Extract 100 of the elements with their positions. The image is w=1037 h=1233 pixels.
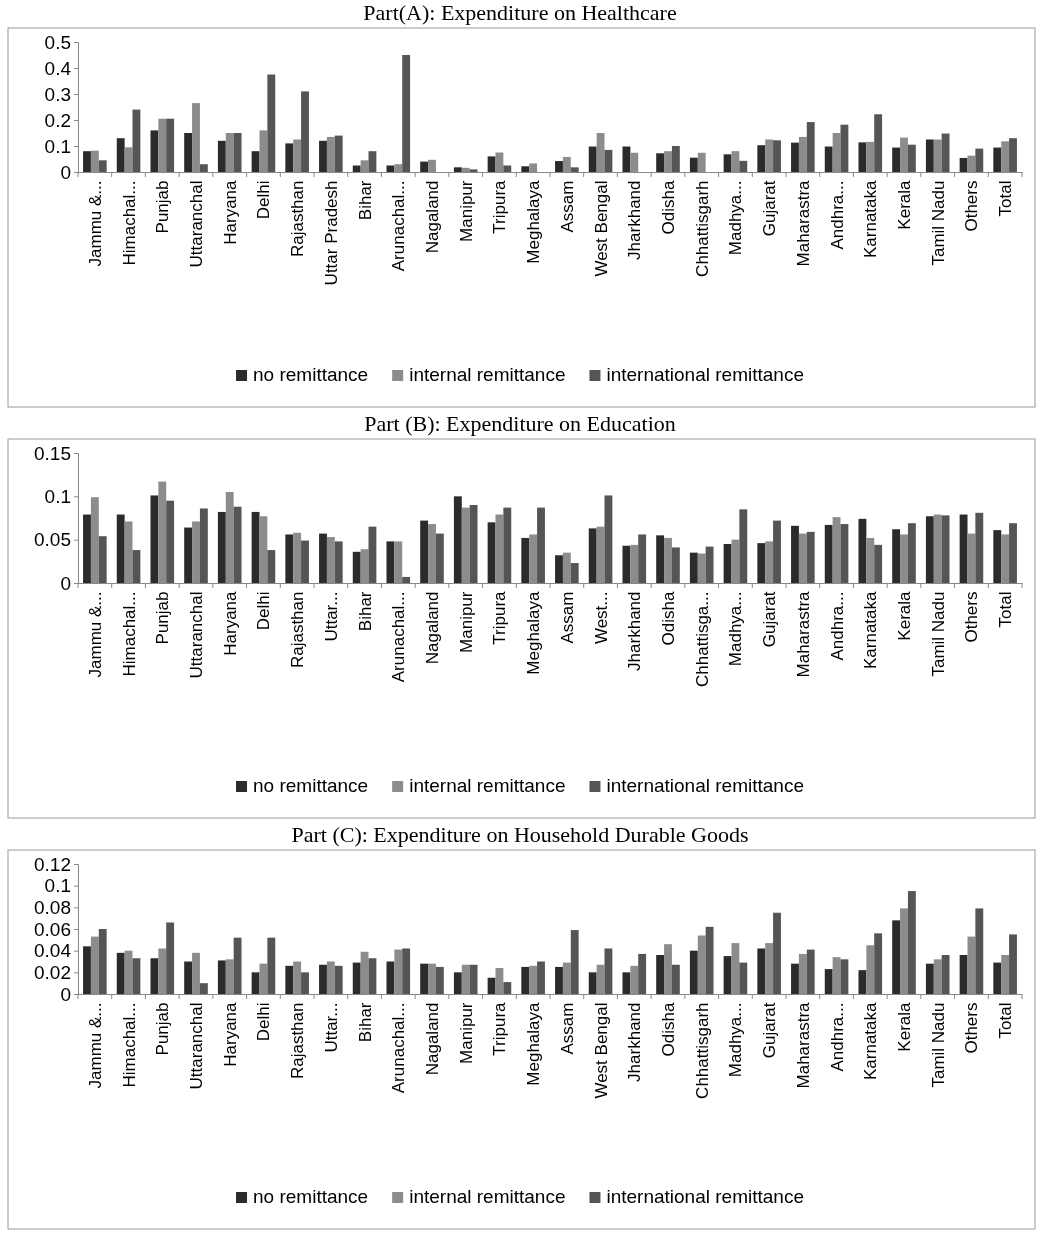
bar	[199, 508, 208, 583]
bar	[386, 541, 395, 583]
x-tick-label: Manipur	[456, 1002, 476, 1064]
bar	[824, 969, 833, 994]
bar	[334, 541, 343, 583]
x-tick-label: Jammu &...	[85, 591, 105, 678]
bar	[723, 154, 732, 172]
bar	[166, 118, 175, 172]
legend-label: no remittance	[253, 1186, 369, 1207]
bar	[622, 545, 631, 583]
bar	[537, 507, 545, 583]
x-tick-label: Rajasthan	[288, 1002, 308, 1080]
x-tick-label: Tamil Nadu	[928, 180, 948, 266]
legend-label: internal remittance	[409, 775, 566, 796]
x-tick-label: Assam	[557, 180, 577, 233]
x-tick-label: Arunachal...	[389, 1002, 409, 1094]
x-tick-label: Kerala	[894, 179, 914, 230]
bar	[705, 926, 714, 994]
bar	[402, 55, 411, 172]
x-tick-label: Chhattisgarh	[692, 180, 712, 277]
bar	[116, 952, 125, 994]
bar	[638, 534, 647, 583]
bar	[98, 929, 107, 994]
bar	[217, 140, 226, 172]
bar	[334, 965, 343, 994]
legend-label: international remittance	[606, 364, 804, 385]
bar	[386, 961, 395, 994]
x-tick-label: Haryana	[220, 590, 240, 656]
bar	[98, 160, 107, 172]
bar	[267, 74, 276, 172]
bar	[656, 535, 665, 583]
x-tick-label: Rajasthan	[288, 591, 308, 669]
bar	[487, 522, 496, 583]
y-tick-label: 0.12	[34, 853, 71, 875]
bar	[773, 140, 781, 172]
bar	[251, 151, 260, 172]
y-tick-label: 0.02	[34, 961, 71, 983]
bar	[132, 958, 141, 994]
bar	[251, 972, 260, 994]
bar	[588, 972, 597, 994]
y-tick-label: 0.08	[34, 896, 71, 918]
bar	[453, 972, 462, 994]
x-tick-label: Nagaland	[422, 1002, 442, 1076]
bar	[892, 529, 901, 583]
x-tick-label: Uttaranchal	[186, 1002, 206, 1090]
legend-label: international remittance	[606, 775, 804, 796]
x-tick-label: Tamil Nadu	[928, 1002, 948, 1088]
bar	[301, 972, 309, 994]
x-tick-label: Uttaranchal	[186, 180, 206, 268]
legend-label: international remittance	[606, 1186, 804, 1207]
bar	[453, 167, 462, 172]
bar	[285, 534, 294, 583]
x-tick-label: Others	[962, 1002, 982, 1054]
bar	[503, 982, 512, 994]
bar	[773, 520, 781, 583]
bar	[739, 509, 748, 583]
bar	[806, 949, 815, 994]
x-tick-label: West Bengal	[591, 1002, 611, 1099]
bar	[420, 520, 429, 583]
x-tick-label: Madhya...	[726, 1002, 746, 1078]
bar	[521, 166, 530, 172]
bar	[199, 164, 208, 172]
bar	[83, 514, 91, 583]
bar	[435, 966, 444, 994]
bar	[166, 500, 175, 583]
bar	[402, 576, 411, 583]
bar	[622, 972, 631, 994]
bar	[689, 950, 698, 994]
x-tick-label: West...	[591, 591, 611, 645]
x-tick-label: Uttaranchal	[186, 591, 206, 679]
x-tick-label: Manipur	[456, 180, 476, 242]
bar	[98, 536, 107, 583]
bar	[858, 970, 867, 994]
bar	[217, 511, 226, 583]
bar	[217, 960, 226, 994]
bar	[386, 165, 395, 172]
x-tick-label: Haryana	[220, 1001, 240, 1067]
x-tick-label: Haryana	[220, 179, 240, 245]
bar	[975, 512, 984, 583]
bar	[840, 959, 849, 994]
bar	[588, 146, 597, 172]
x-tick-label: Kerala	[894, 1001, 914, 1052]
bar	[993, 147, 1002, 172]
x-tick-label: Karnataka	[861, 179, 881, 258]
bar	[83, 946, 91, 994]
bar	[806, 122, 815, 172]
bar	[874, 544, 883, 583]
x-tick-label: Madhya...	[726, 591, 746, 667]
bar	[874, 933, 883, 994]
bar	[570, 930, 579, 994]
x-tick-label: Delhi	[254, 180, 274, 220]
x-tick-label: Total	[996, 1002, 1016, 1039]
bar	[993, 530, 1002, 583]
bar	[907, 891, 916, 994]
bar	[420, 161, 429, 172]
x-tick-label: Jharkhand	[625, 180, 645, 260]
bar	[487, 156, 496, 172]
x-tick-label: Manipur	[456, 591, 476, 653]
y-tick-label: 0.15	[34, 442, 71, 464]
legend-label: no remittance	[253, 775, 369, 796]
